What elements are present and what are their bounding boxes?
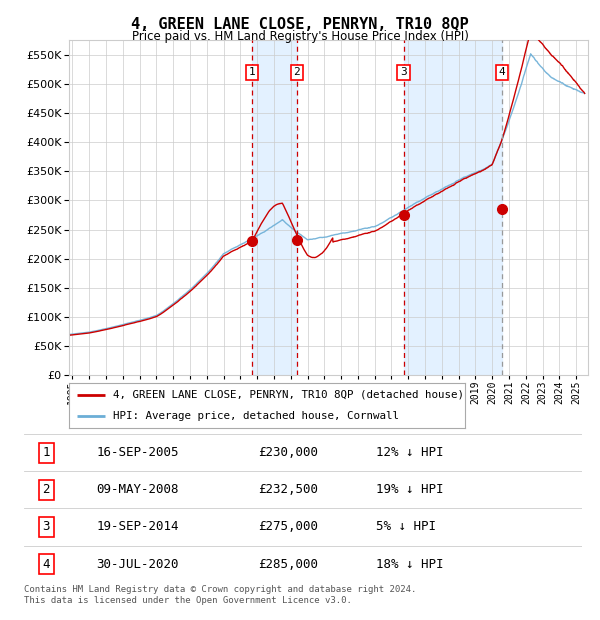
Bar: [252, 40, 297, 375]
Text: Contains HM Land Registry data © Crown copyright and database right 2024.: Contains HM Land Registry data © Crown c…: [24, 585, 416, 595]
Text: 16-SEP-2005: 16-SEP-2005: [97, 446, 179, 459]
Text: 2: 2: [293, 68, 300, 78]
Text: Price paid vs. HM Land Registry's House Price Index (HPI): Price paid vs. HM Land Registry's House …: [131, 30, 469, 43]
Text: 4, GREEN LANE CLOSE, PENRYN, TR10 8QP (detached house): 4, GREEN LANE CLOSE, PENRYN, TR10 8QP (d…: [113, 390, 464, 400]
Text: 09-MAY-2008: 09-MAY-2008: [97, 484, 179, 496]
Text: £232,500: £232,500: [259, 484, 319, 496]
Text: 3: 3: [43, 521, 50, 533]
Text: 12% ↓ HPI: 12% ↓ HPI: [376, 446, 443, 459]
Text: 4: 4: [499, 68, 505, 78]
Text: 30-JUL-2020: 30-JUL-2020: [97, 558, 179, 570]
Text: 1: 1: [249, 68, 256, 78]
Bar: [404, 40, 502, 375]
Text: This data is licensed under the Open Government Licence v3.0.: This data is licensed under the Open Gov…: [24, 596, 352, 606]
Text: HPI: Average price, detached house, Cornwall: HPI: Average price, detached house, Corn…: [113, 411, 398, 421]
Text: 2: 2: [43, 484, 50, 496]
Text: £275,000: £275,000: [259, 521, 319, 533]
Text: 4: 4: [43, 558, 50, 570]
Text: 1: 1: [43, 446, 50, 459]
Text: 18% ↓ HPI: 18% ↓ HPI: [376, 558, 443, 570]
Text: 3: 3: [400, 68, 407, 78]
Text: 19-SEP-2014: 19-SEP-2014: [97, 521, 179, 533]
Text: 19% ↓ HPI: 19% ↓ HPI: [376, 484, 443, 496]
Text: £285,000: £285,000: [259, 558, 319, 570]
Text: 5% ↓ HPI: 5% ↓ HPI: [376, 521, 436, 533]
Text: £230,000: £230,000: [259, 446, 319, 459]
Text: 4, GREEN LANE CLOSE, PENRYN, TR10 8QP: 4, GREEN LANE CLOSE, PENRYN, TR10 8QP: [131, 17, 469, 32]
